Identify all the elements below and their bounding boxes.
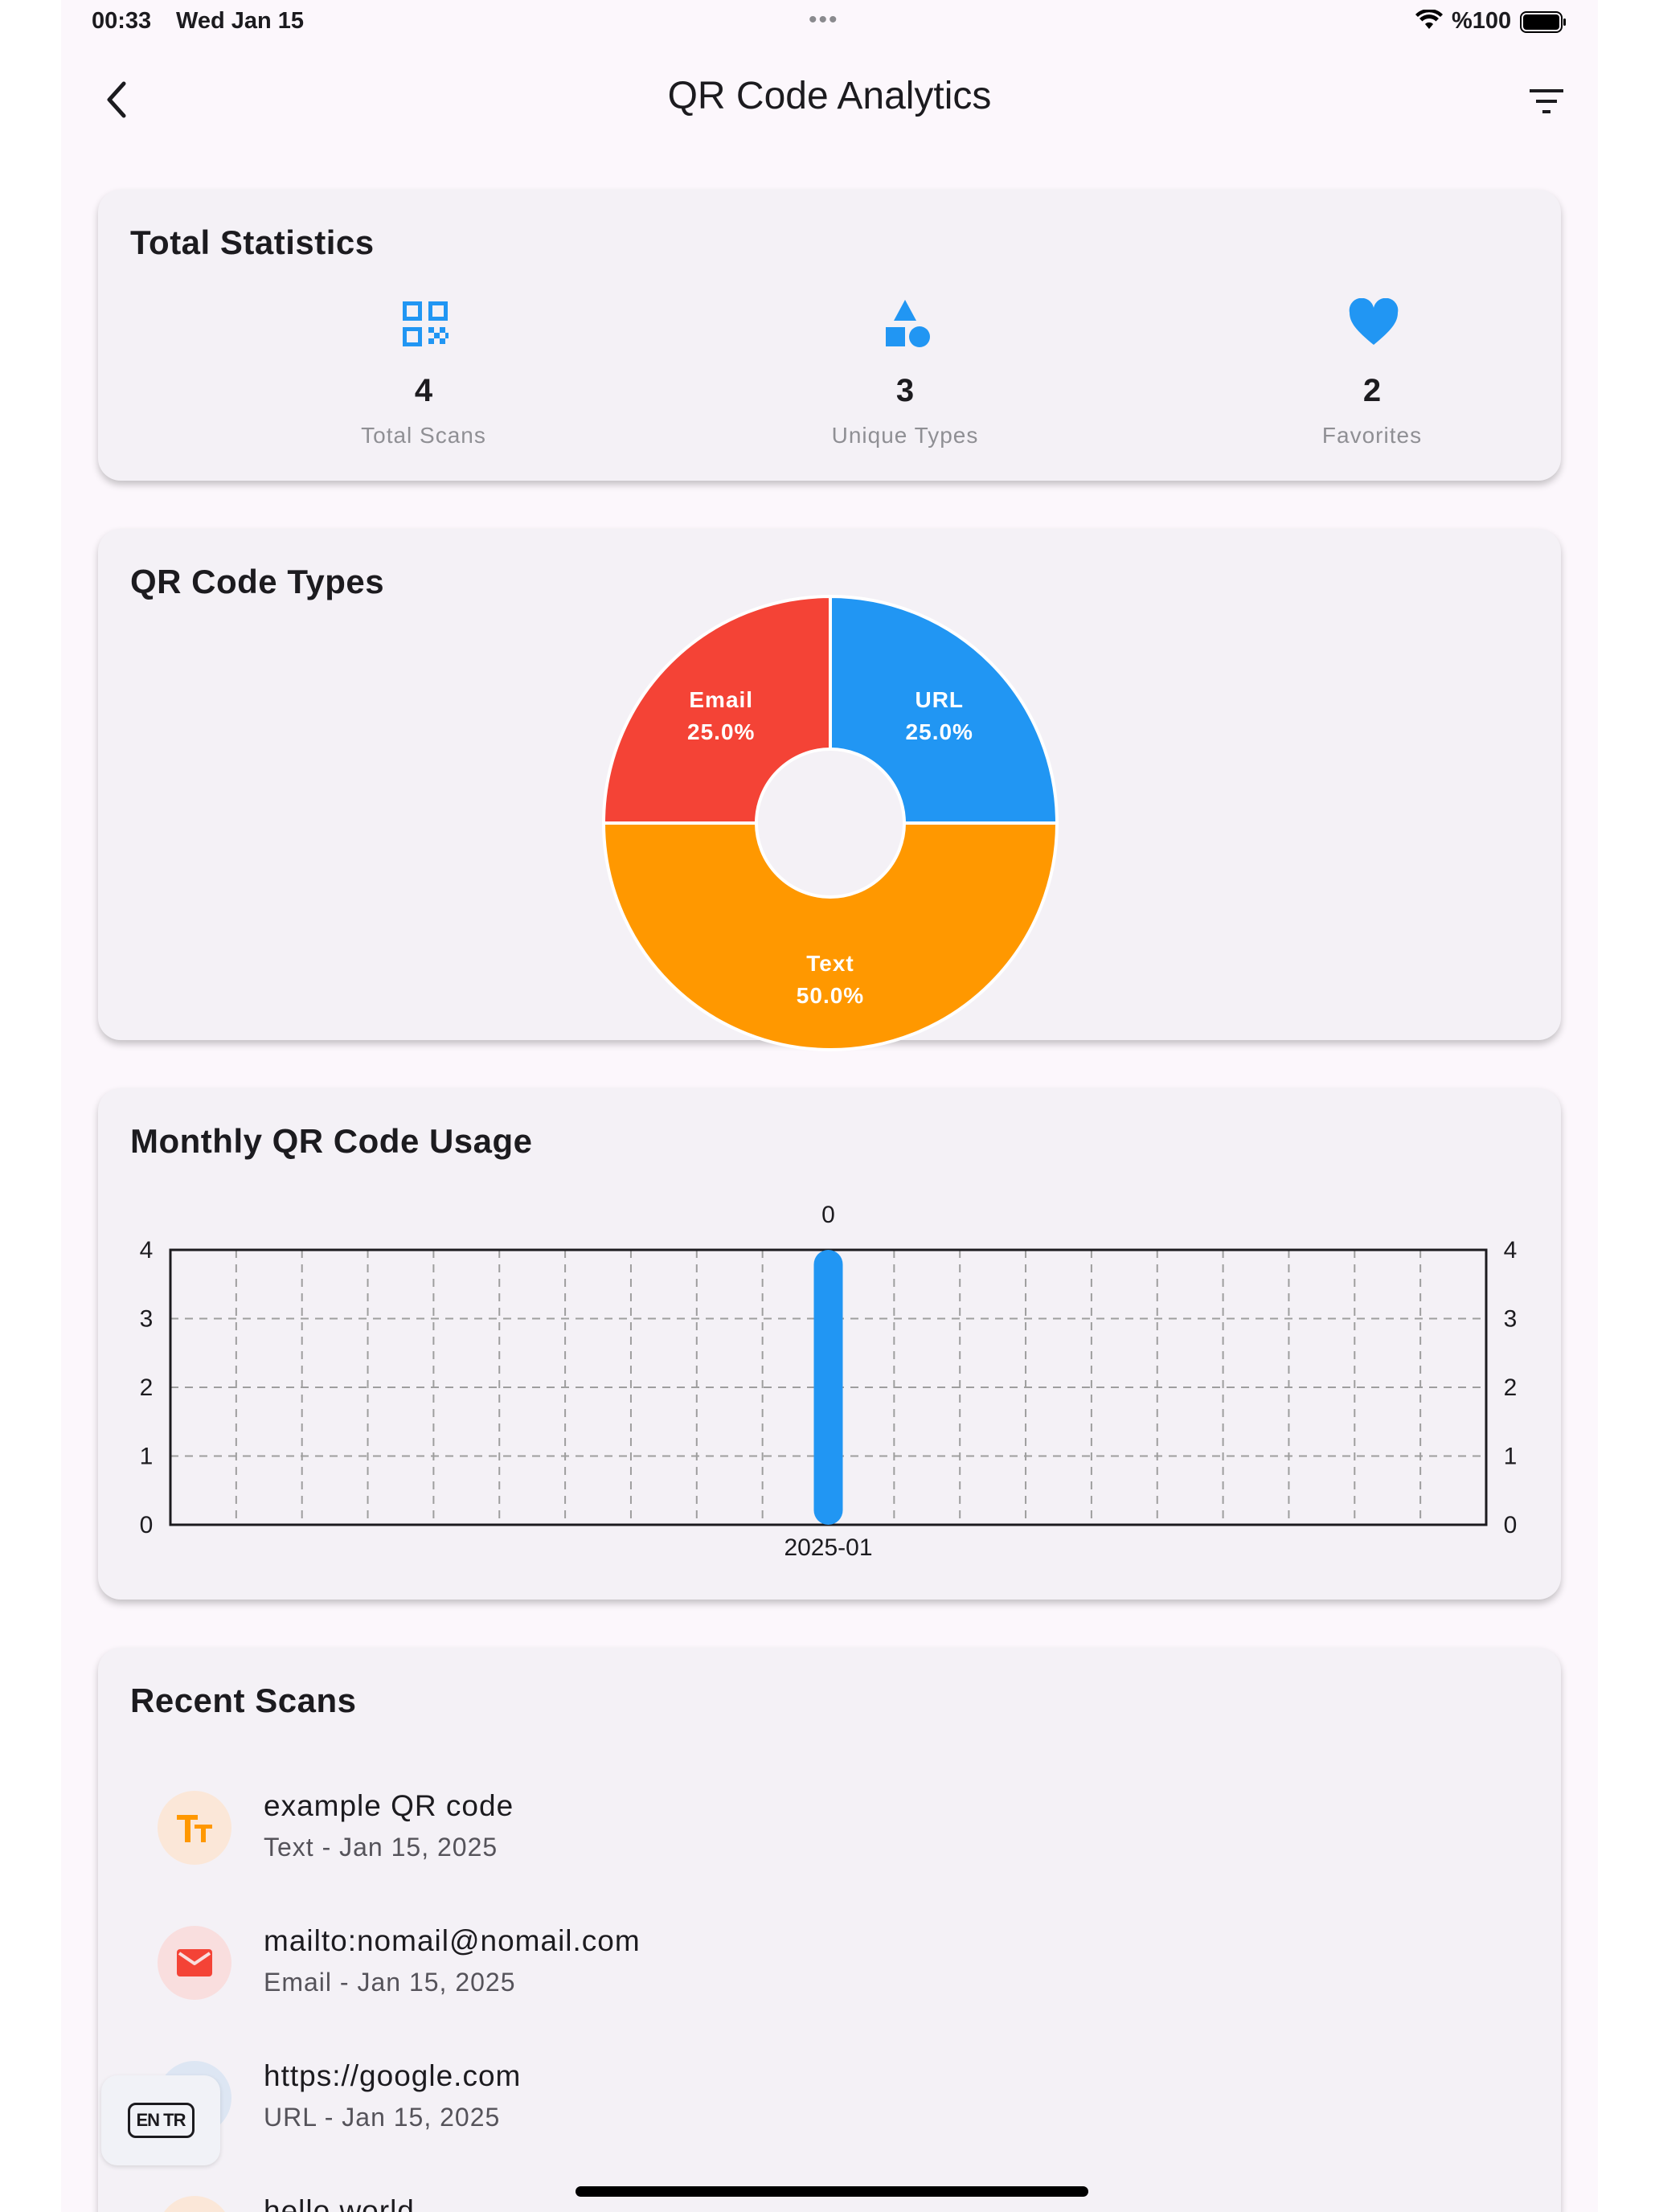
status-bar: 00:33 Wed Jan 15 ••• %100	[61, 0, 1598, 45]
y-tick-left: 2	[140, 1374, 154, 1401]
app-bar: QR Code Analytics	[61, 48, 1598, 153]
scan-meta: Email - Jan 15, 2025	[264, 1968, 516, 1997]
text-fields-icon	[177, 1815, 212, 1842]
qr-code-icon	[403, 301, 449, 346]
stat-value: 3	[895, 373, 915, 408]
stat-value: 2	[1362, 373, 1382, 408]
status-time: 00:33	[92, 8, 152, 34]
pie-slice-url[interactable]	[829, 594, 1059, 825]
y-tick-left: 4	[140, 1237, 154, 1264]
qr-code-types-title: QR Code Types	[130, 563, 385, 600]
recent-scans-title: Recent Scans	[130, 1682, 357, 1719]
scan-content: mailto:nomail@nomail.com	[264, 1924, 641, 1957]
status-date: Wed Jan 15	[176, 8, 305, 34]
back-button[interactable]	[92, 74, 143, 125]
chevron-left-icon	[107, 81, 126, 118]
pie-slice-text[interactable]	[601, 821, 1059, 1051]
pie-slice-email[interactable]	[601, 594, 832, 825]
qr-code-types-card: QR Code Types URL 25.0% Text 50.0% Email 25.0…	[98, 529, 1561, 1051]
slice-percent-label: 50.0%	[797, 983, 864, 1008]
y-tick-right: 4	[1504, 1237, 1518, 1264]
stat-label: Favorites	[1321, 423, 1423, 448]
filter-button[interactable]	[1524, 79, 1569, 124]
slice-percent-label: 25.0%	[906, 719, 973, 744]
stat-value: 4	[414, 373, 433, 408]
monthly-usage-bar-chart: 0 0 1 1 2 2 3 3 4 4 2025-01 0	[140, 1202, 1518, 1561]
qr-types-donut-chart: URL 25.0% Text 50.0% Email 25.0%	[601, 594, 1059, 1051]
y-tick-right: 2	[1504, 1374, 1518, 1401]
list-item[interactable]: hello world	[98, 2177, 1561, 2212]
stat-label: Total Scans	[361, 423, 486, 448]
scan-content: example QR code	[264, 1789, 514, 1822]
category-shapes-icon	[886, 300, 930, 347]
y-tick-left: 1	[140, 1444, 154, 1470]
scan-type-avatar	[158, 1926, 231, 2000]
list-item[interactable]: example QR code Text - Jan 15, 2025	[98, 1772, 1561, 1892]
filter-list-icon	[1530, 89, 1563, 113]
scan-content: hello world	[264, 2194, 415, 2212]
slice-percent-label: 25.0%	[687, 719, 755, 744]
language-toggle-button[interactable]: EN TR	[101, 2075, 220, 2165]
x-tick-label: 2025-01	[784, 1534, 872, 1561]
y-tick-left: 3	[140, 1306, 154, 1333]
scan-type-avatar	[158, 1791, 231, 1865]
slice-name-label: URL	[915, 687, 964, 712]
page-title: QR Code Analytics	[667, 75, 992, 117]
list-item[interactable]: mailto:nomail@nomail.com Email - Jan 15,…	[98, 1907, 1561, 2027]
scan-content: https://google.com	[264, 2059, 522, 2092]
bar-data-label: 0	[821, 1202, 835, 1228]
bar-2025-01[interactable]	[813, 1250, 843, 1525]
email-icon	[177, 1949, 212, 1976]
scan-type-avatar	[158, 2196, 231, 2212]
scan-meta: URL - Jan 15, 2025	[264, 2103, 501, 2132]
total-statistics-card: Total Statistics 4 Total Scans	[98, 190, 1561, 481]
y-tick-right: 0	[1504, 1512, 1518, 1538]
list-item[interactable]: https://google.com URL - Jan 15, 2025	[98, 2042, 1561, 2162]
monthly-usage-card: Monthly QR Code Usage 0 0 1 1 2 2 3 3 4 4 2025-01 0	[98, 1088, 1561, 1600]
home-indicator[interactable]	[576, 2186, 1088, 2197]
y-tick-right: 1	[1504, 1444, 1518, 1470]
recent-scans-card: Recent Scans example QR code Text - Jan …	[98, 1648, 1561, 2212]
total-statistics-title: Total Statistics	[130, 223, 375, 261]
scan-meta: Text - Jan 15, 2025	[264, 1833, 498, 1862]
y-tick-left: 0	[140, 1512, 154, 1538]
app-screen: 00:33 Wed Jan 15 ••• %100 QR Code Analyt…	[61, 0, 1598, 2212]
slice-name-label: Email	[689, 687, 753, 712]
wifi-icon	[1415, 10, 1443, 29]
multitasking-dots-icon[interactable]: •••	[809, 6, 839, 33]
y-tick-right: 3	[1504, 1306, 1518, 1333]
battery-percentage: %100	[1452, 8, 1512, 34]
monthly-usage-title: Monthly QR Code Usage	[130, 1122, 533, 1160]
battery-icon	[1520, 11, 1566, 33]
heart-icon	[1349, 298, 1399, 345]
stat-label: Unique Types	[831, 423, 979, 448]
language-icon: EN TR	[127, 2103, 195, 2138]
slice-name-label: Text	[806, 951, 854, 976]
